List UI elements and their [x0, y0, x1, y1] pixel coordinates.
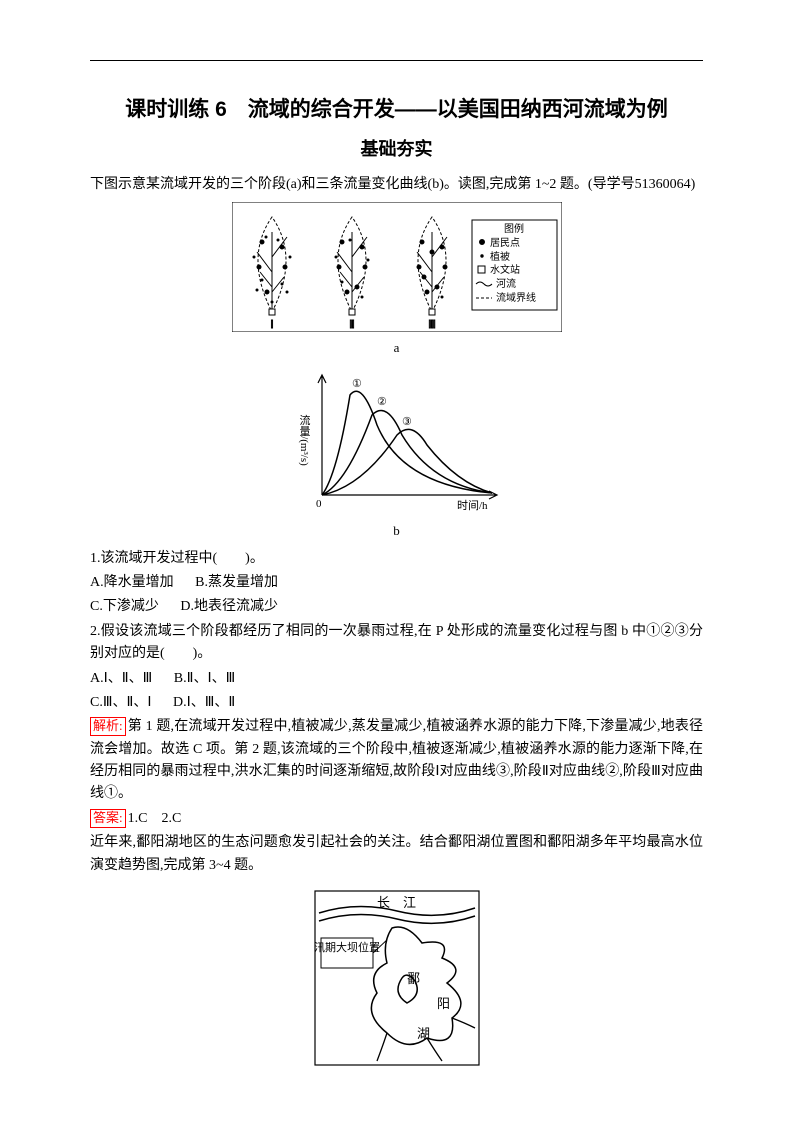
analysis-text: 第 1 题,在流域开发过程中,植被减少,蒸发量减少,植被涵养水源的能力下降,下渗… [90, 719, 703, 801]
top-rule [90, 60, 703, 61]
q2-options-row1: A.Ⅰ、Ⅱ、Ⅲ B.Ⅱ、Ⅰ、Ⅲ [90, 668, 703, 690]
legend-item-4: 流域界线 [496, 291, 536, 304]
q2-opt-c: C.Ⅲ、Ⅱ、Ⅰ [90, 692, 152, 714]
answer-block: 答案:1.C 2.C [90, 808, 703, 830]
dam-label-1: 汛期大坝位置 [314, 940, 380, 954]
q2-options-row2: C.Ⅲ、Ⅱ、Ⅰ D.Ⅰ、Ⅲ、Ⅱ [90, 692, 703, 714]
figure-b-svg: ① ② ③ 0 时间/h 流量/(m³/s) [282, 365, 512, 515]
lake-label-2: 阳 [437, 996, 450, 1011]
legend-title: 图例 [504, 222, 524, 235]
figure-a-label: a [90, 338, 703, 359]
y-axis-label: 流量/(m³/s) [298, 413, 311, 466]
figure-b: ① ② ③ 0 时间/h 流量/(m³/s) [90, 365, 703, 515]
q1-opt-b: B.蒸发量增加 [195, 572, 278, 594]
x-axis-label: 时间/h [457, 499, 488, 512]
curve-2-label: ② [377, 396, 387, 408]
analysis-label: 解析: [90, 717, 126, 736]
figure-a-svg: Ⅰ Ⅱ Ⅲ 图例 居民点 植被 水文站 河流 流域界线 [232, 202, 562, 332]
figure-b-label: b [90, 521, 703, 542]
q1-num: 1. [90, 551, 101, 566]
lesson-title: 课时训练 6 流域的综合开发——以美国田纳西河流域为例 [90, 91, 703, 129]
figure-c: 长 江 汛期大坝位置 鄱 阳 湖 [90, 883, 703, 1073]
legend-item-1: 植被 [490, 250, 510, 263]
q2-opt-d: D.Ⅰ、Ⅲ、Ⅱ [173, 692, 235, 714]
q1-opt-a: A.降水量增加 [90, 572, 174, 594]
q1-text: 该流域开发过程中( )。 [101, 551, 264, 566]
panel-3-label: Ⅲ [428, 319, 436, 331]
panel-1-label: Ⅰ [270, 319, 273, 331]
intro2-paragraph: 近年来,鄱阳湖地区的生态问题愈发引起社会的关注。结合鄱阳湖位置图和鄱阳湖多年平均… [90, 832, 703, 877]
q2-stem: 2.假设该流域三个阶段都经历了相同的一次暴雨过程,在 P 处形成的流量变化过程与… [90, 621, 703, 666]
figure-a: Ⅰ Ⅱ Ⅲ 图例 居民点 植被 水文站 河流 流域界线 [90, 202, 703, 332]
legend-item-2: 水文站 [490, 263, 520, 276]
figure-c-svg: 长 江 汛期大坝位置 鄱 阳 湖 [307, 883, 487, 1073]
q1-options-row1: A.降水量增加 B.蒸发量增加 [90, 572, 703, 594]
q2-opt-a: A.Ⅰ、Ⅱ、Ⅲ [90, 668, 152, 690]
answer-label: 答案: [90, 809, 126, 828]
answer-text: 1.C 2.C [128, 811, 182, 826]
legend-item-3: 河流 [496, 277, 516, 290]
q1-stem: 1.该流域开发过程中( )。 [90, 548, 703, 570]
q1-options-row2: C.下渗减少 D.地表径流减少 [90, 596, 703, 618]
q2-num: 2. [90, 624, 101, 639]
lake-label-1: 鄱 [407, 971, 420, 986]
section-subtitle: 基础夯实 [90, 135, 703, 164]
q2-text: 假设该流域三个阶段都经历了相同的一次暴雨过程,在 P 处形成的流量变化过程与图 … [90, 624, 703, 661]
curve-1-label: ① [352, 378, 362, 390]
origin-label: 0 [316, 498, 322, 510]
q1-opt-c: C.下渗减少 [90, 596, 159, 618]
panel-2-label: Ⅱ [349, 319, 354, 331]
river-label: 长 江 [377, 895, 416, 910]
q2-opt-b: B.Ⅱ、Ⅰ、Ⅲ [174, 668, 236, 690]
legend-item-0: 居民点 [490, 237, 520, 249]
q1-opt-d: D.地表径流减少 [180, 596, 278, 618]
curve-3-label: ③ [402, 416, 412, 428]
analysis-block: 解析:第 1 题,在流域开发过程中,植被减少,蒸发量减少,植被涵养水源的能力下降… [90, 716, 703, 806]
intro-paragraph: 下图示意某流域开发的三个阶段(a)和三条流量变化曲线(b)。读图,完成第 1~2… [90, 174, 703, 196]
